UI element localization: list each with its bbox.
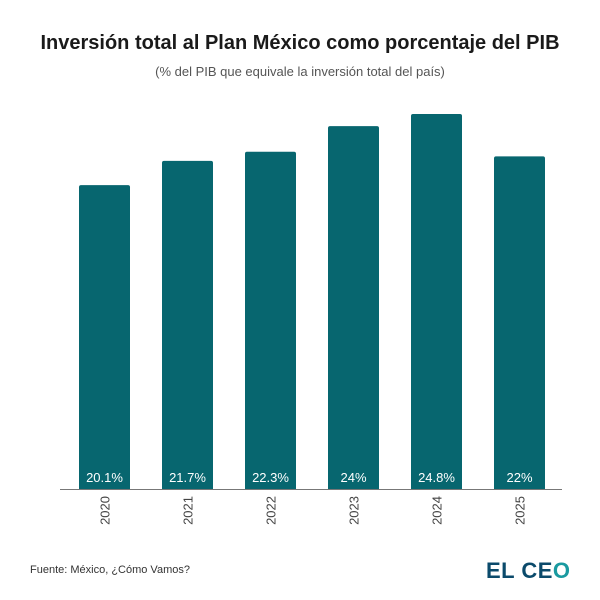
x-tick-label-2024: 2024 bbox=[430, 496, 445, 525]
bar-2021 bbox=[162, 160, 213, 489]
tick-labels-group: 2020 2021 2022 2023 2024 2025 bbox=[98, 496, 528, 525]
bar-2025 bbox=[494, 156, 545, 489]
source-note: Fuente: México, ¿Cómo Vamos? bbox=[30, 564, 190, 576]
bar-2022 bbox=[245, 151, 296, 489]
chart-subtitle: (% del PIB que equivale la inversión tot… bbox=[155, 64, 445, 79]
value-label-2024: 24.8% bbox=[418, 470, 455, 485]
value-label-2020: 20.1% bbox=[86, 470, 123, 485]
x-tick-label-2023: 2023 bbox=[347, 496, 362, 525]
x-tick-label-2021: 2021 bbox=[181, 496, 196, 525]
value-label-2023: 24% bbox=[340, 470, 366, 485]
bar-2020 bbox=[79, 185, 130, 489]
bars-group bbox=[79, 114, 545, 489]
value-label-2025: 22% bbox=[506, 470, 532, 485]
el-ceo-logo: EL CEO bbox=[486, 558, 571, 584]
bar-2023 bbox=[328, 126, 379, 489]
value-label-2022: 22.3% bbox=[252, 470, 289, 485]
bar-2024 bbox=[411, 114, 462, 489]
logo-text: EL CE bbox=[486, 558, 553, 583]
logo-text-o: O bbox=[552, 558, 571, 583]
value-labels-group: 20.1% 21.7% 22.3% 24% 24.8% 22% bbox=[86, 470, 533, 485]
x-tick-label-2022: 2022 bbox=[264, 496, 279, 525]
x-tick-label-2020: 2020 bbox=[98, 496, 113, 525]
x-tick-label-2025: 2025 bbox=[513, 496, 528, 525]
chart-title: Inversión total al Plan México como porc… bbox=[40, 32, 560, 54]
value-label-2021: 21.7% bbox=[169, 470, 206, 485]
